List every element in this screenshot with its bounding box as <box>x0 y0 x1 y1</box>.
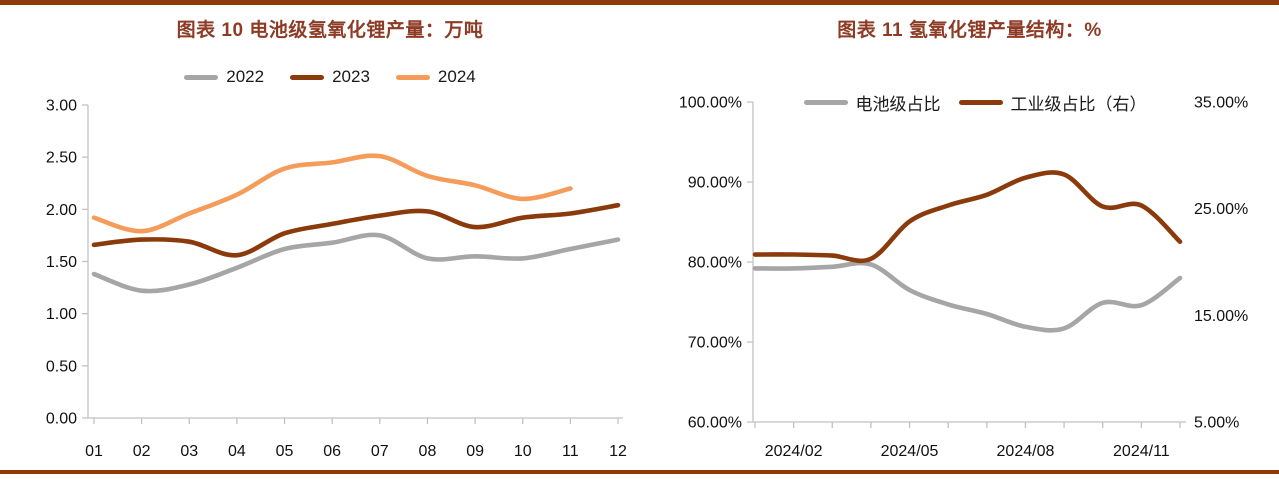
svg-text:1.00: 1.00 <box>46 306 77 323</box>
svg-text:02: 02 <box>133 443 151 460</box>
legend-item-industrial-share: 工业级占比（右） <box>958 90 1147 115</box>
legend-label-2023: 2023 <box>332 67 370 86</box>
svg-text:03: 03 <box>180 443 198 460</box>
svg-text:70.00%: 70.00% <box>688 335 742 352</box>
chart11-legend: 电池级占比 工业级占比（右） <box>757 90 1193 115</box>
svg-text:0.50: 0.50 <box>46 358 77 375</box>
svg-text:05: 05 <box>276 443 294 460</box>
svg-text:100.00%: 100.00% <box>679 95 742 112</box>
legend-label-industrial-share: 工业级占比（右） <box>1010 95 1147 114</box>
svg-text:11: 11 <box>562 443 579 460</box>
svg-text:0.00: 0.00 <box>46 411 77 428</box>
chart11-title: 图表 11 氢氧化锂产量结构：% <box>837 20 1102 41</box>
bottom-rule <box>0 470 1279 474</box>
line-swatch-battery-icon <box>803 100 848 105</box>
svg-text:80.00%: 80.00% <box>688 255 742 272</box>
legend-label-2022: 2022 <box>226 67 265 86</box>
legend-item-battery-share: 电池级占比 <box>803 90 941 115</box>
svg-text:2024/02: 2024/02 <box>765 443 823 460</box>
top-rule <box>0 0 1279 5</box>
svg-text:01: 01 <box>85 443 103 460</box>
svg-text:25.00%: 25.00% <box>1194 201 1248 218</box>
chart10-legend: 2022 2023 2024 <box>0 67 660 87</box>
svg-text:06: 06 <box>323 443 341 460</box>
svg-text:07: 07 <box>371 443 389 460</box>
line-swatch-industrial-icon <box>958 100 1003 105</box>
svg-text:60.00%: 60.00% <box>688 415 742 432</box>
legend-item-2023: 2023 <box>290 67 370 87</box>
svg-text:2024/11: 2024/11 <box>1113 443 1170 460</box>
svg-text:12: 12 <box>609 443 627 460</box>
svg-text:2.50: 2.50 <box>46 150 77 167</box>
svg-text:35.00%: 35.00% <box>1194 95 1248 112</box>
svg-text:09: 09 <box>466 443 484 460</box>
svg-text:1.50: 1.50 <box>46 254 77 271</box>
svg-text:90.00%: 90.00% <box>688 175 742 192</box>
legend-item-2022: 2022 <box>184 67 264 87</box>
chart10-title: 图表 10 电池级氢氧化锂产量：万吨 <box>176 20 484 41</box>
legend-item-2024: 2024 <box>395 67 476 87</box>
svg-text:3.00: 3.00 <box>46 98 77 115</box>
line-swatch-2023-icon <box>290 74 325 80</box>
svg-text:2.00: 2.00 <box>46 202 77 219</box>
line-swatch-2022-icon <box>184 74 219 80</box>
svg-text:08: 08 <box>419 443 437 460</box>
svg-text:10: 10 <box>514 443 532 460</box>
line-swatch-2024-icon <box>395 74 430 80</box>
svg-text:04: 04 <box>228 443 246 460</box>
svg-text:2024/05: 2024/05 <box>881 443 939 460</box>
legend-label-battery-share: 电池级占比 <box>855 95 941 114</box>
legend-label-2024: 2024 <box>437 67 476 86</box>
svg-text:2024/08: 2024/08 <box>997 443 1055 460</box>
svg-text:5.00%: 5.00% <box>1194 415 1239 432</box>
svg-text:15.00%: 15.00% <box>1194 308 1248 325</box>
